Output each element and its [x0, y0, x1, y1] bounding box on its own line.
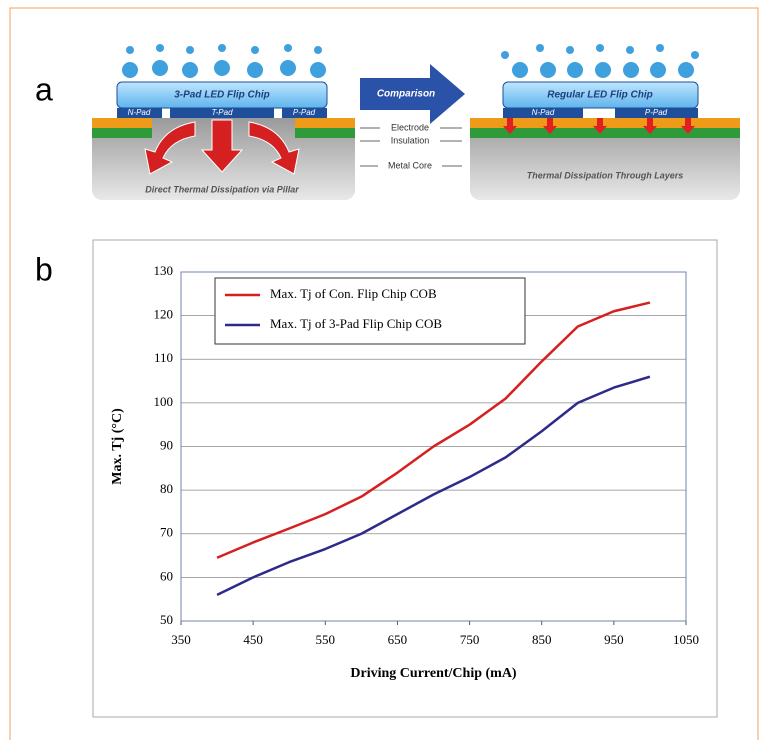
pad — [282, 108, 327, 118]
plot-area — [180, 271, 687, 622]
x-tick-label: 350 — [171, 632, 191, 647]
pad — [503, 108, 583, 118]
y-tick-label: 50 — [160, 612, 173, 627]
electrode — [295, 118, 355, 128]
x-tick-label: 950 — [604, 632, 624, 647]
legend-label: Max. Tj of Con. Flip Chip COB — [270, 286, 437, 301]
light-dots — [501, 44, 699, 78]
x-tick-label: 750 — [460, 632, 480, 647]
y-tick-label: 60 — [160, 568, 173, 583]
panel-label: a — [35, 71, 53, 107]
chip — [502, 81, 699, 109]
chart-frame — [92, 239, 718, 718]
x-tick-label: 1050 — [673, 632, 699, 647]
arrow-label: Comparison — [377, 89, 435, 100]
legend-box — [214, 277, 526, 345]
pad — [117, 108, 162, 118]
x-tick-label: 450 — [243, 632, 263, 647]
x-tick-label: 650 — [388, 632, 408, 647]
pad-label: P-Pad — [645, 108, 668, 117]
comparison-arrow — [360, 64, 465, 124]
pad — [170, 108, 274, 118]
series-line — [216, 301, 651, 559]
pad-label: P-Pad — [293, 108, 316, 117]
electrode — [470, 118, 740, 128]
caption: Direct Thermal Dissipation via Pillar — [145, 184, 299, 194]
chart: 50 60 70 80 90 100 110 120 130 350 450 550 650 750 850… — [110, 263, 699, 681]
insulation — [470, 128, 740, 138]
chip-label: Regular LED Flip Chip — [547, 90, 653, 101]
layer-label: Insulation — [391, 135, 430, 145]
x-tick-label: 850 — [532, 632, 552, 647]
chip-label: 3-Pad LED Flip Chip — [174, 90, 270, 101]
heat-arrows — [503, 118, 695, 134]
metal-core — [470, 118, 740, 200]
y-axis-label: Max. Tj (°C) — [110, 408, 125, 485]
heat-arrows — [144, 119, 300, 175]
y-tick-label: 130 — [154, 263, 174, 278]
electrode — [92, 118, 152, 128]
light-dots — [122, 44, 326, 78]
insulation — [92, 128, 152, 138]
y-tick-label: 100 — [154, 394, 174, 409]
pad-label: N-Pad — [532, 108, 555, 117]
pad — [615, 108, 698, 118]
frame — [9, 7, 759, 745]
insulation — [295, 128, 355, 138]
x-axis-label: Driving Current/Chip (mA) — [350, 666, 517, 681]
layer-label: Metal Core — [388, 160, 432, 170]
y-tick-label: 70 — [160, 525, 173, 540]
y-tick-label: 120 — [154, 307, 174, 322]
layer-label: Electrode — [391, 122, 429, 132]
y-tick-label: 110 — [154, 350, 173, 365]
caption: Thermal Dissipation Through Layers — [527, 170, 684, 180]
y-tick-label: 90 — [160, 437, 173, 452]
pad-label: T-Pad — [211, 108, 233, 117]
layer-pointers — [360, 127, 462, 167]
legend-label: Max. Tj of 3-Pad Flip Chip COB — [270, 316, 442, 331]
left-diagram: 3-Pad LED Flip Chip N-Pad T-Pad P-Pad Di… — [92, 44, 355, 200]
right-diagram: Regular LED Flip Chip N-Pad P-Pad Therma… — [470, 44, 740, 200]
pad-label: N-Pad — [128, 108, 151, 117]
y-tick-label: 80 — [160, 481, 173, 496]
panel-label: b — [35, 251, 53, 287]
x-tick-label: 550 — [316, 632, 336, 647]
series-line — [216, 375, 651, 596]
